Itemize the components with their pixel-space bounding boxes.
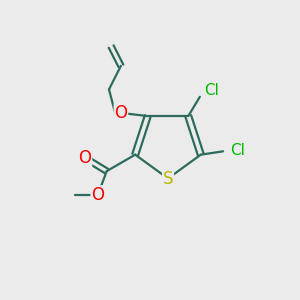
- Text: Cl: Cl: [230, 143, 245, 158]
- Text: O: O: [91, 186, 104, 204]
- Text: S: S: [163, 169, 173, 188]
- Text: O: O: [78, 149, 92, 167]
- Text: O: O: [114, 104, 128, 122]
- Text: Cl: Cl: [204, 83, 219, 98]
